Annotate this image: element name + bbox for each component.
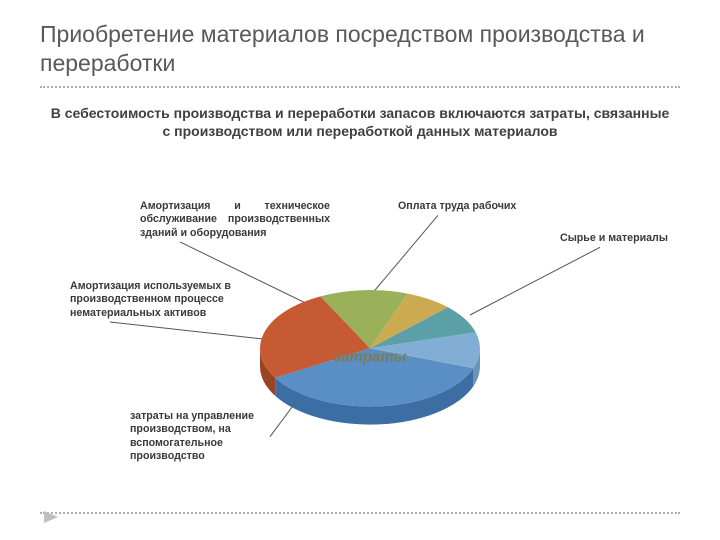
chart-label: Амортизация и техническое обслуживание п…: [140, 200, 330, 240]
leader-line: [365, 215, 438, 302]
chart-label: Сырье и материалы: [560, 232, 690, 245]
chart-label: Амортизация используемых в производствен…: [70, 280, 250, 320]
page-title: Приобретение материалов посредством прои…: [0, 0, 720, 86]
chart-area: затраты Сырье и материалы затраты на упра…: [0, 170, 720, 510]
subtitle: В себестоимость производства и переработ…: [0, 98, 720, 142]
pie-slices: [260, 290, 480, 407]
footer-rule: [40, 512, 680, 514]
chart-label: затраты на управление производством, на …: [130, 410, 270, 463]
play-icon: [44, 510, 58, 528]
title-rule: [40, 86, 680, 88]
pie-chart: затраты: [260, 290, 480, 425]
pie-top: [260, 290, 480, 407]
chart-label: Оплата труда рабочих: [398, 200, 548, 213]
leader-line: [470, 247, 600, 315]
